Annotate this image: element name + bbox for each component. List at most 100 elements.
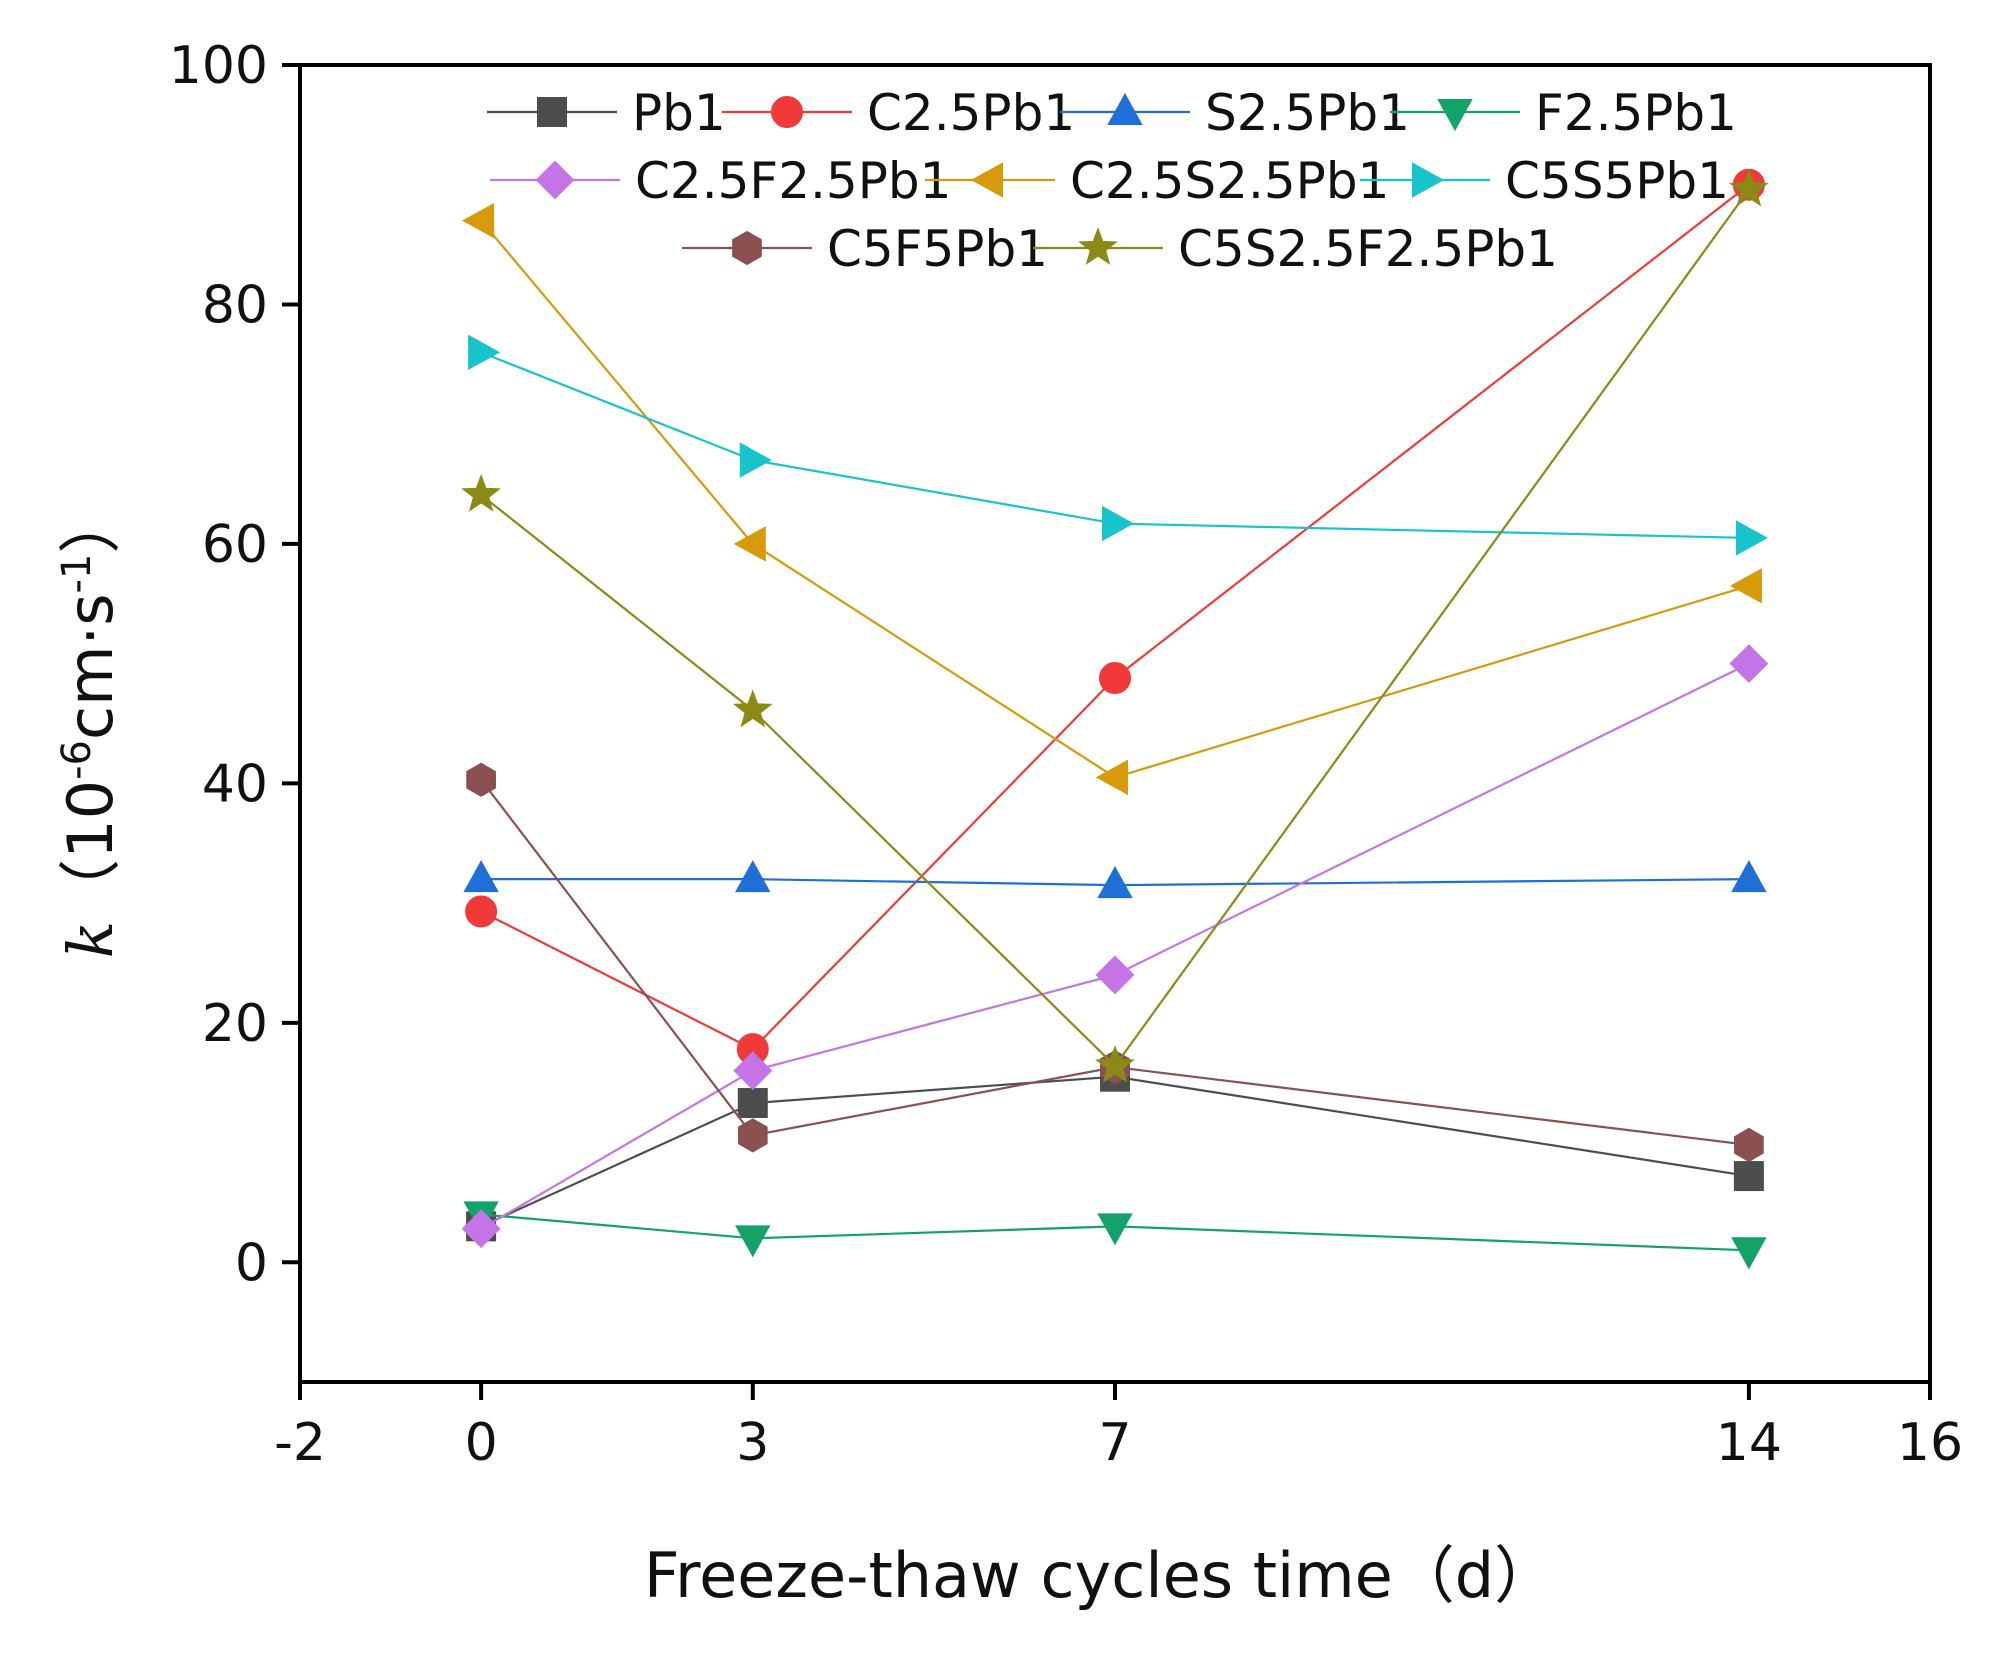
legend-label: C2.5S2.5Pb1: [1070, 152, 1389, 210]
series-line: [480, 351, 1749, 540]
legend-marker: [537, 97, 567, 127]
series-layer: [461, 168, 1769, 1270]
legend-label: C5S5Pb1: [1505, 152, 1729, 210]
legend-item: Pb1: [487, 84, 726, 142]
series-line: [480, 183, 1750, 1051]
legend-marker: [1078, 227, 1118, 265]
legend-item: S2.5Pb1: [1060, 84, 1410, 142]
y-tick-label: 0: [235, 1233, 268, 1293]
data-point: [1095, 955, 1135, 995]
data-point: [737, 1118, 768, 1153]
y-axis-unit-exponent-1: -6: [54, 740, 100, 780]
legend-item: C5S2.5F2.5Pb1: [1033, 220, 1558, 278]
legend-label: Pb1: [632, 84, 726, 142]
data-point: [462, 202, 495, 239]
x-tick-label: -2: [274, 1413, 326, 1473]
legend-item: C2.5Pb1: [722, 84, 1075, 142]
legend-label: C5F5Pb1: [827, 220, 1048, 278]
data-point: [1731, 860, 1767, 893]
legend-marker: [535, 160, 575, 200]
y-axis-variable: k: [54, 921, 127, 959]
data-point: [1097, 1213, 1133, 1246]
legend-item: C5F5Pb1: [682, 220, 1048, 278]
y-axis-close-paren: ）: [54, 492, 127, 554]
series-C5S5Pb1: [468, 334, 1768, 556]
series-C2.5Pb1: [465, 168, 1765, 1066]
series-S2.5Pb1: [463, 860, 1767, 899]
data-point: [1097, 866, 1133, 899]
legend-marker: [771, 96, 803, 128]
legend-item: C2.5S2.5Pb1: [925, 152, 1389, 210]
y-axis-unit-base: 10: [54, 780, 127, 859]
data-point: [1095, 1045, 1135, 1083]
legend-label: S2.5Pb1: [1205, 84, 1410, 142]
legend-marker: [970, 162, 1003, 198]
data-point: [1735, 520, 1768, 556]
data-point: [1729, 168, 1769, 207]
data-point: [1734, 1127, 1764, 1163]
series-C5S2.5F2.5Pb1: [461, 168, 1769, 1083]
data-point: [466, 762, 496, 797]
legend-label: C2.5F2.5Pb1: [635, 152, 951, 210]
data-point: [468, 334, 501, 371]
data-point: [1095, 759, 1128, 796]
x-tick-label: 0: [465, 1413, 498, 1473]
plot-frame: [298, 63, 1932, 1384]
y-tick-label: 80: [202, 275, 268, 335]
data-point: [739, 442, 772, 478]
series-line: [481, 1213, 1749, 1252]
series-line: [481, 878, 1749, 887]
legend-marker: [1107, 92, 1143, 125]
data-point: [465, 895, 498, 928]
data-point: [1099, 662, 1131, 695]
data-point: [461, 1209, 501, 1249]
series-C2.5F2.5Pb1: [461, 644, 1769, 1249]
y-tick-label: 100: [169, 36, 268, 96]
data-point: [737, 1088, 768, 1119]
legend-label: F2.5Pb1: [1535, 84, 1737, 142]
series-F2.5Pb1: [463, 1201, 1767, 1270]
data-point: [1102, 505, 1135, 542]
x-axis: -2 0 3 7 14 16: [274, 1382, 1963, 1473]
svg-text:k（10-6cm·s-1）: k（10-6cm·s-1）: [54, 492, 127, 959]
legend-label: C5S2.5F2.5Pb1: [1178, 220, 1558, 278]
data-point: [733, 1051, 773, 1091]
y-axis-unit: cm·s: [54, 594, 127, 741]
data-point: [1729, 644, 1769, 684]
data-point: [735, 860, 771, 893]
y-tick-label: 20: [202, 994, 268, 1054]
data-point: [732, 689, 773, 728]
data-point: [461, 473, 501, 512]
series-line: [480, 188, 1750, 1068]
data-point: [735, 1225, 771, 1258]
legend-item: C5S5Pb1: [1360, 152, 1729, 210]
x-axis-title: Freeze-thaw cycles time（d）: [644, 1539, 1556, 1612]
series-line: [480, 1075, 1750, 1228]
x-tick-label: 14: [1716, 1413, 1782, 1473]
x-tick-label: 16: [1897, 1413, 1963, 1473]
series-line: [480, 219, 1750, 779]
y-tick-label: 40: [202, 754, 268, 814]
x-tick-label: 3: [736, 1413, 769, 1473]
x-tick-label: 7: [1098, 1413, 1131, 1473]
series-C2.5S2.5Pb1: [462, 202, 1762, 796]
y-axis-unit-exponent-2: -1: [54, 554, 100, 594]
y-axis: 0 20 40 60 80 100: [169, 36, 300, 1293]
data-point: [1729, 568, 1762, 604]
y-axis-open-paren: （: [54, 859, 127, 921]
series-line: [480, 779, 1750, 1147]
y-axis-title: k（10-6cm·s-1）: [54, 492, 127, 959]
legend-marker: [1412, 162, 1445, 198]
legend-label: C2.5Pb1: [867, 84, 1075, 142]
legend-marker: [732, 230, 762, 266]
legend-item: C2.5F2.5Pb1: [490, 152, 951, 210]
data-point: [1733, 1161, 1764, 1192]
y-tick-label: 60: [202, 515, 268, 575]
legend-marker: [1437, 99, 1473, 132]
data-point: [1731, 1237, 1767, 1270]
data-point: [463, 860, 499, 893]
legend: Pb1 C2.5Pb1 S2.5Pb1 F2.5Pb1 C2.5F2.5Pb1 C2.5S…: [487, 84, 1737, 278]
data-point: [733, 526, 766, 562]
series-line: [480, 662, 1750, 1230]
